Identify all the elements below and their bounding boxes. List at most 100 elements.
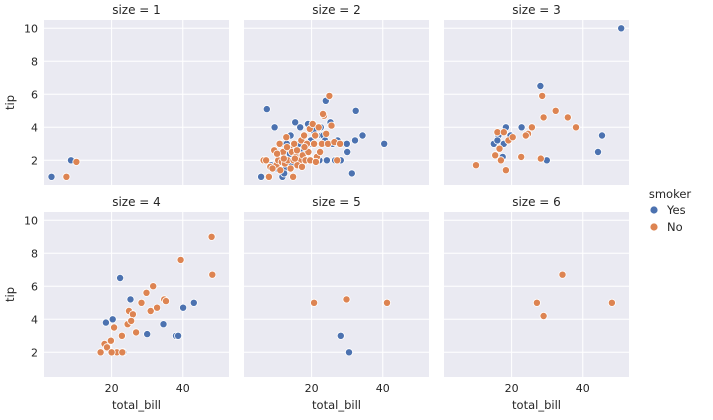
data-point-yes — [351, 136, 360, 145]
legend-marker-yes — [649, 205, 659, 215]
data-point-no — [536, 154, 545, 163]
data-point-no — [268, 164, 277, 173]
panel-title: size = 4 — [112, 195, 161, 209]
data-point-no — [491, 151, 500, 160]
data-point-no — [207, 232, 216, 241]
data-point-no — [607, 298, 616, 307]
data-point-no — [319, 110, 328, 119]
x-tick-label: 40 — [576, 382, 590, 395]
data-point-no — [110, 323, 119, 332]
data-point-no — [300, 143, 309, 152]
legend-marker-no — [649, 222, 659, 232]
data-point-no — [176, 255, 185, 264]
facet-panel: size = 2 — [244, 3, 429, 185]
y-tick-label: 6 — [31, 280, 38, 293]
data-point-no — [322, 129, 331, 138]
facet-panel: size = 6 20 40 total_bill — [444, 195, 629, 412]
y-tick-label: 4 — [31, 121, 38, 134]
data-point-no — [527, 123, 536, 132]
y-tick-label: 8 — [31, 247, 38, 260]
data-point-no — [551, 106, 560, 115]
data-point-no — [563, 113, 572, 122]
panel-title: size = 2 — [312, 3, 361, 17]
data-point-no — [62, 172, 71, 181]
y-tick-label: 10 — [24, 214, 38, 227]
data-point-no — [128, 310, 137, 319]
facet-panel: size = 5 20 40 total_bill — [244, 195, 429, 412]
data-point-no — [539, 113, 548, 122]
data-point-no — [538, 91, 547, 100]
data-point-yes — [347, 169, 356, 178]
data-point-no — [289, 172, 298, 181]
data-point-no — [290, 154, 299, 163]
panel-title: size = 1 — [112, 3, 161, 17]
x-axis-label: total_bill — [112, 398, 161, 412]
legend-label-yes: Yes — [666, 203, 686, 217]
data-point-no — [276, 166, 285, 175]
y-tick-label: 2 — [31, 154, 38, 167]
data-point-yes — [617, 24, 626, 33]
panel-background — [44, 20, 229, 185]
data-point-yes — [343, 147, 352, 156]
data-point-no — [137, 298, 146, 307]
data-point-no — [532, 298, 541, 307]
facet-panel: size = 3 — [444, 3, 629, 185]
data-point-no — [333, 156, 342, 165]
data-point-yes — [143, 330, 152, 339]
data-point-yes — [517, 123, 526, 132]
data-point-yes — [351, 106, 360, 115]
data-point-no — [117, 331, 126, 340]
data-point-no — [293, 146, 302, 155]
x-tick-label: 20 — [305, 382, 319, 395]
legend-label-no: No — [667, 220, 683, 234]
data-point-yes — [101, 318, 110, 327]
x-tick-label: 40 — [376, 382, 390, 395]
panel-background — [444, 212, 629, 377]
data-point-no — [298, 162, 307, 171]
legend: smoker Yes No — [649, 187, 692, 234]
data-point-no — [517, 152, 526, 161]
y-tick-label: 2 — [31, 346, 38, 359]
y-tick-label: 6 — [31, 88, 38, 101]
x-axis-label: total_bill — [512, 398, 561, 412]
x-tick-label: 20 — [105, 382, 119, 395]
data-point-no — [310, 139, 319, 148]
data-point-yes — [126, 295, 135, 304]
y-tick-label: 8 — [31, 55, 38, 68]
data-point-yes — [336, 331, 345, 340]
data-point-yes — [262, 105, 271, 114]
y-axis-label: tip — [3, 287, 17, 302]
y-tick-label: 4 — [31, 313, 38, 326]
panel-background — [444, 20, 629, 185]
data-point-no — [558, 270, 567, 279]
data-point-no — [286, 164, 295, 173]
data-point-no — [132, 328, 141, 337]
data-point-no — [279, 154, 288, 163]
data-point-yes — [270, 123, 279, 132]
data-point-no — [471, 161, 480, 170]
data-point-no — [283, 143, 292, 152]
data-point-no — [127, 316, 136, 325]
data-point-no — [300, 131, 309, 140]
data-point-yes — [108, 315, 117, 324]
y-axis-label: tip — [3, 95, 17, 110]
y-tick-label: 10 — [24, 22, 38, 35]
panel-background — [44, 212, 229, 377]
data-point-no — [539, 312, 548, 321]
data-point-no — [290, 139, 299, 148]
x-tick-label: 40 — [176, 382, 190, 395]
x-axis-label: total_bill — [312, 398, 361, 412]
data-point-yes — [189, 298, 198, 307]
data-point-no — [118, 348, 127, 357]
data-point-yes — [597, 131, 606, 140]
data-point-no — [314, 123, 323, 132]
facet-panel: size = 4 2 4 6 8 10 tip 20 40 total_bill — [3, 195, 229, 412]
data-point-no — [162, 297, 171, 306]
data-point-no — [142, 288, 151, 297]
data-point-yes — [342, 139, 351, 148]
panel-background — [244, 212, 429, 377]
data-point-yes — [116, 274, 125, 283]
data-point-no — [327, 121, 336, 130]
panel-title: size = 3 — [512, 3, 561, 17]
